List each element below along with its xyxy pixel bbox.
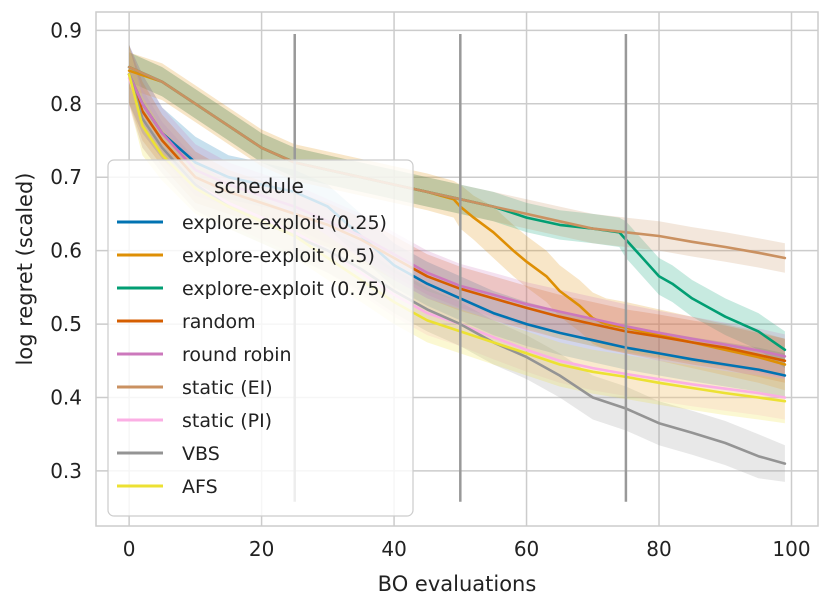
legend-label: AFS xyxy=(182,476,218,498)
y-tick-label: 0.4 xyxy=(50,386,82,410)
x-tick-label: 80 xyxy=(646,537,671,561)
y-axis-label: log regret (scaled) xyxy=(13,173,37,366)
legend-label: static (EI) xyxy=(182,377,273,399)
series-lines xyxy=(127,65,787,465)
legend-label: explore-exploit (0.5) xyxy=(182,245,375,267)
series-band-2 xyxy=(129,52,785,369)
y-tick-label: 0.6 xyxy=(50,239,82,263)
x-tick-label: 40 xyxy=(381,537,406,561)
legend-label: explore-exploit (0.75) xyxy=(182,278,387,300)
y-tick-label: 0.8 xyxy=(50,92,82,116)
series-band-5 xyxy=(129,52,785,273)
legend-label: round robin xyxy=(182,344,292,366)
legend-label: explore-exploit (0.25) xyxy=(182,212,387,234)
y-tick-label: 0.3 xyxy=(50,459,82,483)
x-axis-label: BO evaluations xyxy=(378,572,537,596)
x-tick-label: 0 xyxy=(123,537,136,561)
x-tick-label: 60 xyxy=(514,537,539,561)
legend-box xyxy=(107,159,414,517)
legend: schedule explore-exploit (0.25) explore-ex… xyxy=(107,159,414,517)
plot-frame xyxy=(95,11,819,527)
series-band-1 xyxy=(129,52,785,391)
y-tick-label: 0.5 xyxy=(50,312,82,336)
y-tick-label: 0.7 xyxy=(50,165,82,189)
x-tick-label: 20 xyxy=(249,537,274,561)
x-ticks: 0 20 40 60 80 100 xyxy=(123,537,811,561)
legend-label: static (PI) xyxy=(182,410,272,432)
legend-title: schedule xyxy=(214,174,304,198)
legend-label: VBS xyxy=(182,443,220,465)
y-tick-label: 0.9 xyxy=(50,18,82,42)
legend-label: random xyxy=(182,311,256,333)
series-band-7 xyxy=(129,45,785,482)
y-ticks: 0.3 0.4 0.5 0.6 0.7 0.8 0.9 xyxy=(50,18,82,483)
x-tick-label: 100 xyxy=(772,537,810,561)
